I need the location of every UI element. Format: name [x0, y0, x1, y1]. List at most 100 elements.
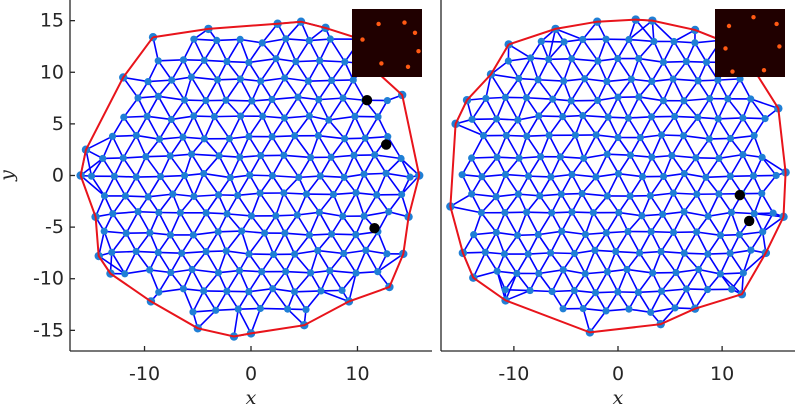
mesh-edge — [308, 79, 332, 82]
mesh-edge — [355, 250, 367, 274]
mesh-edge — [169, 212, 182, 236]
mesh-edge — [122, 135, 138, 159]
mesh-edge — [148, 79, 172, 83]
lattice-node — [715, 154, 723, 162]
x-tick-label: -10 — [498, 363, 529, 385]
mesh-edge — [641, 195, 652, 217]
lattice-node — [225, 135, 234, 143]
mesh-edge — [204, 59, 227, 63]
lattice-node — [302, 305, 310, 314]
mesh-edge — [559, 134, 577, 158]
lattice-node — [328, 76, 336, 85]
mesh-edge — [584, 212, 595, 235]
lattice-node — [726, 249, 734, 257]
mesh-edge — [660, 115, 676, 136]
lattice-node — [268, 172, 277, 180]
lattice-node — [234, 191, 242, 199]
mesh-edge — [729, 117, 744, 139]
lattice-node — [236, 75, 244, 83]
lattice-node — [190, 35, 198, 43]
mesh-edge — [193, 173, 205, 197]
mesh-edge — [708, 211, 732, 218]
mesh-edge — [650, 307, 676, 314]
mesh-edge — [158, 95, 185, 101]
lattice-node — [156, 172, 165, 181]
lattice-node — [612, 247, 620, 256]
lattice-node — [747, 95, 755, 103]
lattice-node — [648, 77, 656, 86]
mesh-edge — [651, 20, 675, 43]
mesh-edge — [742, 135, 755, 156]
mesh-edge — [605, 212, 620, 234]
mesh-edge — [663, 60, 687, 63]
mesh-edge — [260, 155, 274, 177]
mesh-edge — [538, 230, 562, 236]
mesh-edge — [638, 252, 654, 274]
lattice-node — [169, 190, 177, 198]
mesh-edge — [584, 77, 607, 83]
lattice-node — [547, 249, 555, 257]
lattice-node — [361, 134, 369, 142]
mesh-edge — [685, 269, 700, 290]
mesh-edge — [597, 38, 607, 62]
lattice-node — [236, 35, 244, 44]
lattice-node — [680, 249, 688, 257]
mesh-edge — [562, 58, 573, 82]
lattice-node — [470, 231, 478, 239]
mesh-edge — [527, 175, 541, 197]
mesh-edge — [148, 193, 173, 198]
lattice-node — [167, 115, 175, 124]
mesh-edge — [329, 270, 343, 291]
mesh-edge — [248, 136, 262, 157]
mesh-edge — [671, 154, 696, 159]
mesh-edge — [248, 232, 266, 255]
mesh-edge — [504, 212, 519, 236]
mesh-edge — [617, 96, 630, 119]
lattice-node — [568, 208, 576, 216]
mesh-edge — [147, 115, 172, 121]
lattice-node — [603, 150, 611, 158]
mesh-edge — [495, 174, 507, 198]
lattice-node — [603, 268, 612, 276]
mesh-edge — [518, 135, 528, 159]
mesh-edge — [651, 80, 665, 102]
mesh-edge — [124, 176, 137, 197]
mesh-edge — [205, 251, 220, 274]
mesh-edge — [504, 193, 520, 214]
lattice-node — [537, 37, 545, 45]
mesh-edge — [320, 270, 331, 292]
inset-background — [715, 9, 785, 77]
x-tick-label: 10 — [345, 363, 369, 385]
mesh-edge — [192, 309, 216, 313]
lattice-node — [659, 172, 668, 181]
mesh-edge — [111, 232, 127, 253]
inset-peak — [723, 46, 728, 51]
mesh-edge — [484, 232, 498, 253]
lattice-node — [235, 266, 244, 275]
mesh-edge — [571, 211, 587, 235]
mesh-edge — [215, 308, 239, 312]
mesh-edge — [672, 78, 685, 102]
lattice-node — [570, 286, 578, 295]
mesh-edge — [637, 291, 652, 313]
mesh-edge — [547, 28, 557, 60]
mesh-edge — [374, 154, 402, 160]
mesh-edge — [538, 78, 564, 82]
mesh-edge — [203, 116, 216, 140]
lattice-node — [579, 304, 587, 313]
mesh-edge — [661, 250, 685, 254]
mesh-edge — [673, 192, 697, 196]
mesh-edge — [149, 212, 160, 234]
mesh-edge — [248, 115, 264, 137]
mesh-edge — [596, 134, 619, 139]
mesh-edge — [374, 154, 387, 174]
mesh-edge — [672, 61, 688, 80]
mesh-edge — [750, 98, 779, 110]
lattice-node — [280, 114, 289, 122]
mesh-edge — [649, 195, 664, 215]
lattice-node — [626, 192, 634, 200]
lattice-node — [515, 74, 523, 83]
mesh-edge — [181, 234, 195, 254]
lattice-node — [627, 75, 635, 83]
mesh-edge — [673, 41, 688, 62]
